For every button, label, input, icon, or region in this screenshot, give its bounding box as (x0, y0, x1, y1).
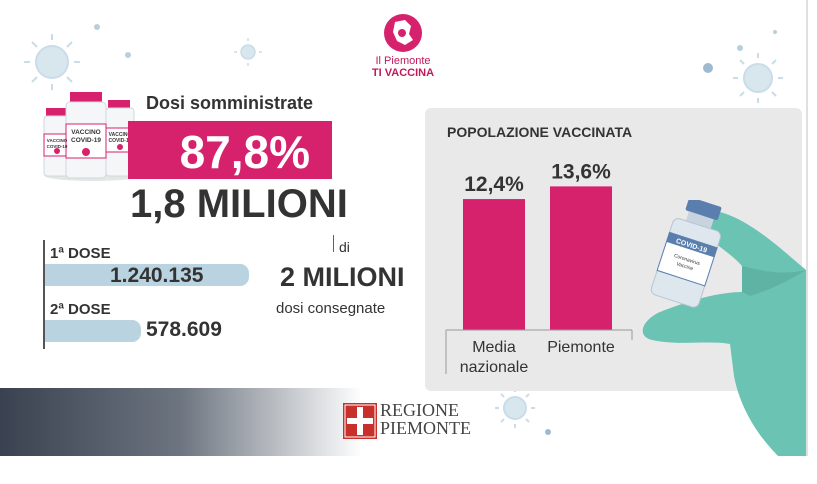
delivered-amount: 2 MILIONI (280, 262, 405, 292)
second-dose-bar (45, 320, 141, 342)
percent-value: 87,8% (179, 126, 310, 178)
first-dose-value: 1.240.135 (110, 264, 204, 287)
svg-text:VACCINO: VACCINO (47, 138, 68, 143)
chart-category-label: Piemonte (547, 339, 615, 356)
virus-icon (495, 388, 535, 428)
second-dose-value: 578.609 (146, 318, 222, 341)
piemonte-logo-icon (384, 14, 422, 52)
regione-piemonte-label: REGIONE PIEMONTE (380, 401, 471, 437)
svg-text:COVID-19: COVID-19 (71, 137, 101, 144)
bottom-gradient-bar (0, 388, 362, 456)
chart-category-label: nazionale (460, 359, 529, 376)
svg-text:VACCINO: VACCINO (71, 129, 101, 136)
logo-line2: TI VACCINA (371, 67, 435, 79)
virus-decoration (24, 24, 783, 435)
dose-axis-line (43, 240, 45, 349)
svg-text:Vaccine: Vaccine (675, 261, 694, 272)
chart-value-label: 13,6% (551, 160, 611, 183)
chart-category-label: Media (472, 339, 516, 356)
svg-text:COVID-19: COVID-19 (108, 138, 131, 144)
delivered-of: di (339, 239, 350, 255)
virus-icon (234, 38, 262, 66)
org-line2: PIEMONTE (380, 418, 471, 438)
vaccine-vials-icon: VACCINO COVID-19 VACCINO COVID-19 VACCIN… (43, 92, 141, 181)
infographic-card: Il Piemonte TI VACCINA VACCINO COVID-19 … (0, 0, 808, 456)
first-dose-bar (45, 264, 249, 286)
virus-icon (733, 53, 783, 103)
total-doses: 1,8 MILIONI (130, 182, 348, 226)
regione-piemonte-emblem-icon (343, 403, 377, 439)
hand-holding-vial-icon: COVID-19 Coronavirus Vaccine (642, 200, 806, 456)
svg-text:VACCINO: VACCINO (109, 132, 132, 138)
second-dose-label: 2ª DOSE (50, 301, 111, 318)
percent-box: 87,8% (128, 121, 332, 179)
chart-bar (550, 186, 612, 330)
svg-text:COVID-19: COVID-19 (47, 144, 68, 149)
delivered-label: dosi consegnate (276, 300, 386, 317)
chart-title: POPOLAZIONE VACCINATA (447, 124, 633, 140)
logo-text: Il Piemonte TI VACCINA (358, 55, 448, 79)
chart-value-label: 12,4% (464, 173, 524, 196)
chart-bar (463, 199, 525, 330)
logo-line1: Il Piemonte (375, 55, 431, 67)
di-accent-line (333, 235, 334, 252)
doses-title: Dosi somministrate (146, 93, 314, 113)
first-dose-label: 1ª DOSE (50, 245, 111, 262)
org-line1: REGIONE (380, 400, 459, 420)
bar-chart: 12,4% Media nazionale 13,6% Piemonte (445, 160, 633, 376)
virus-icon (24, 34, 80, 90)
